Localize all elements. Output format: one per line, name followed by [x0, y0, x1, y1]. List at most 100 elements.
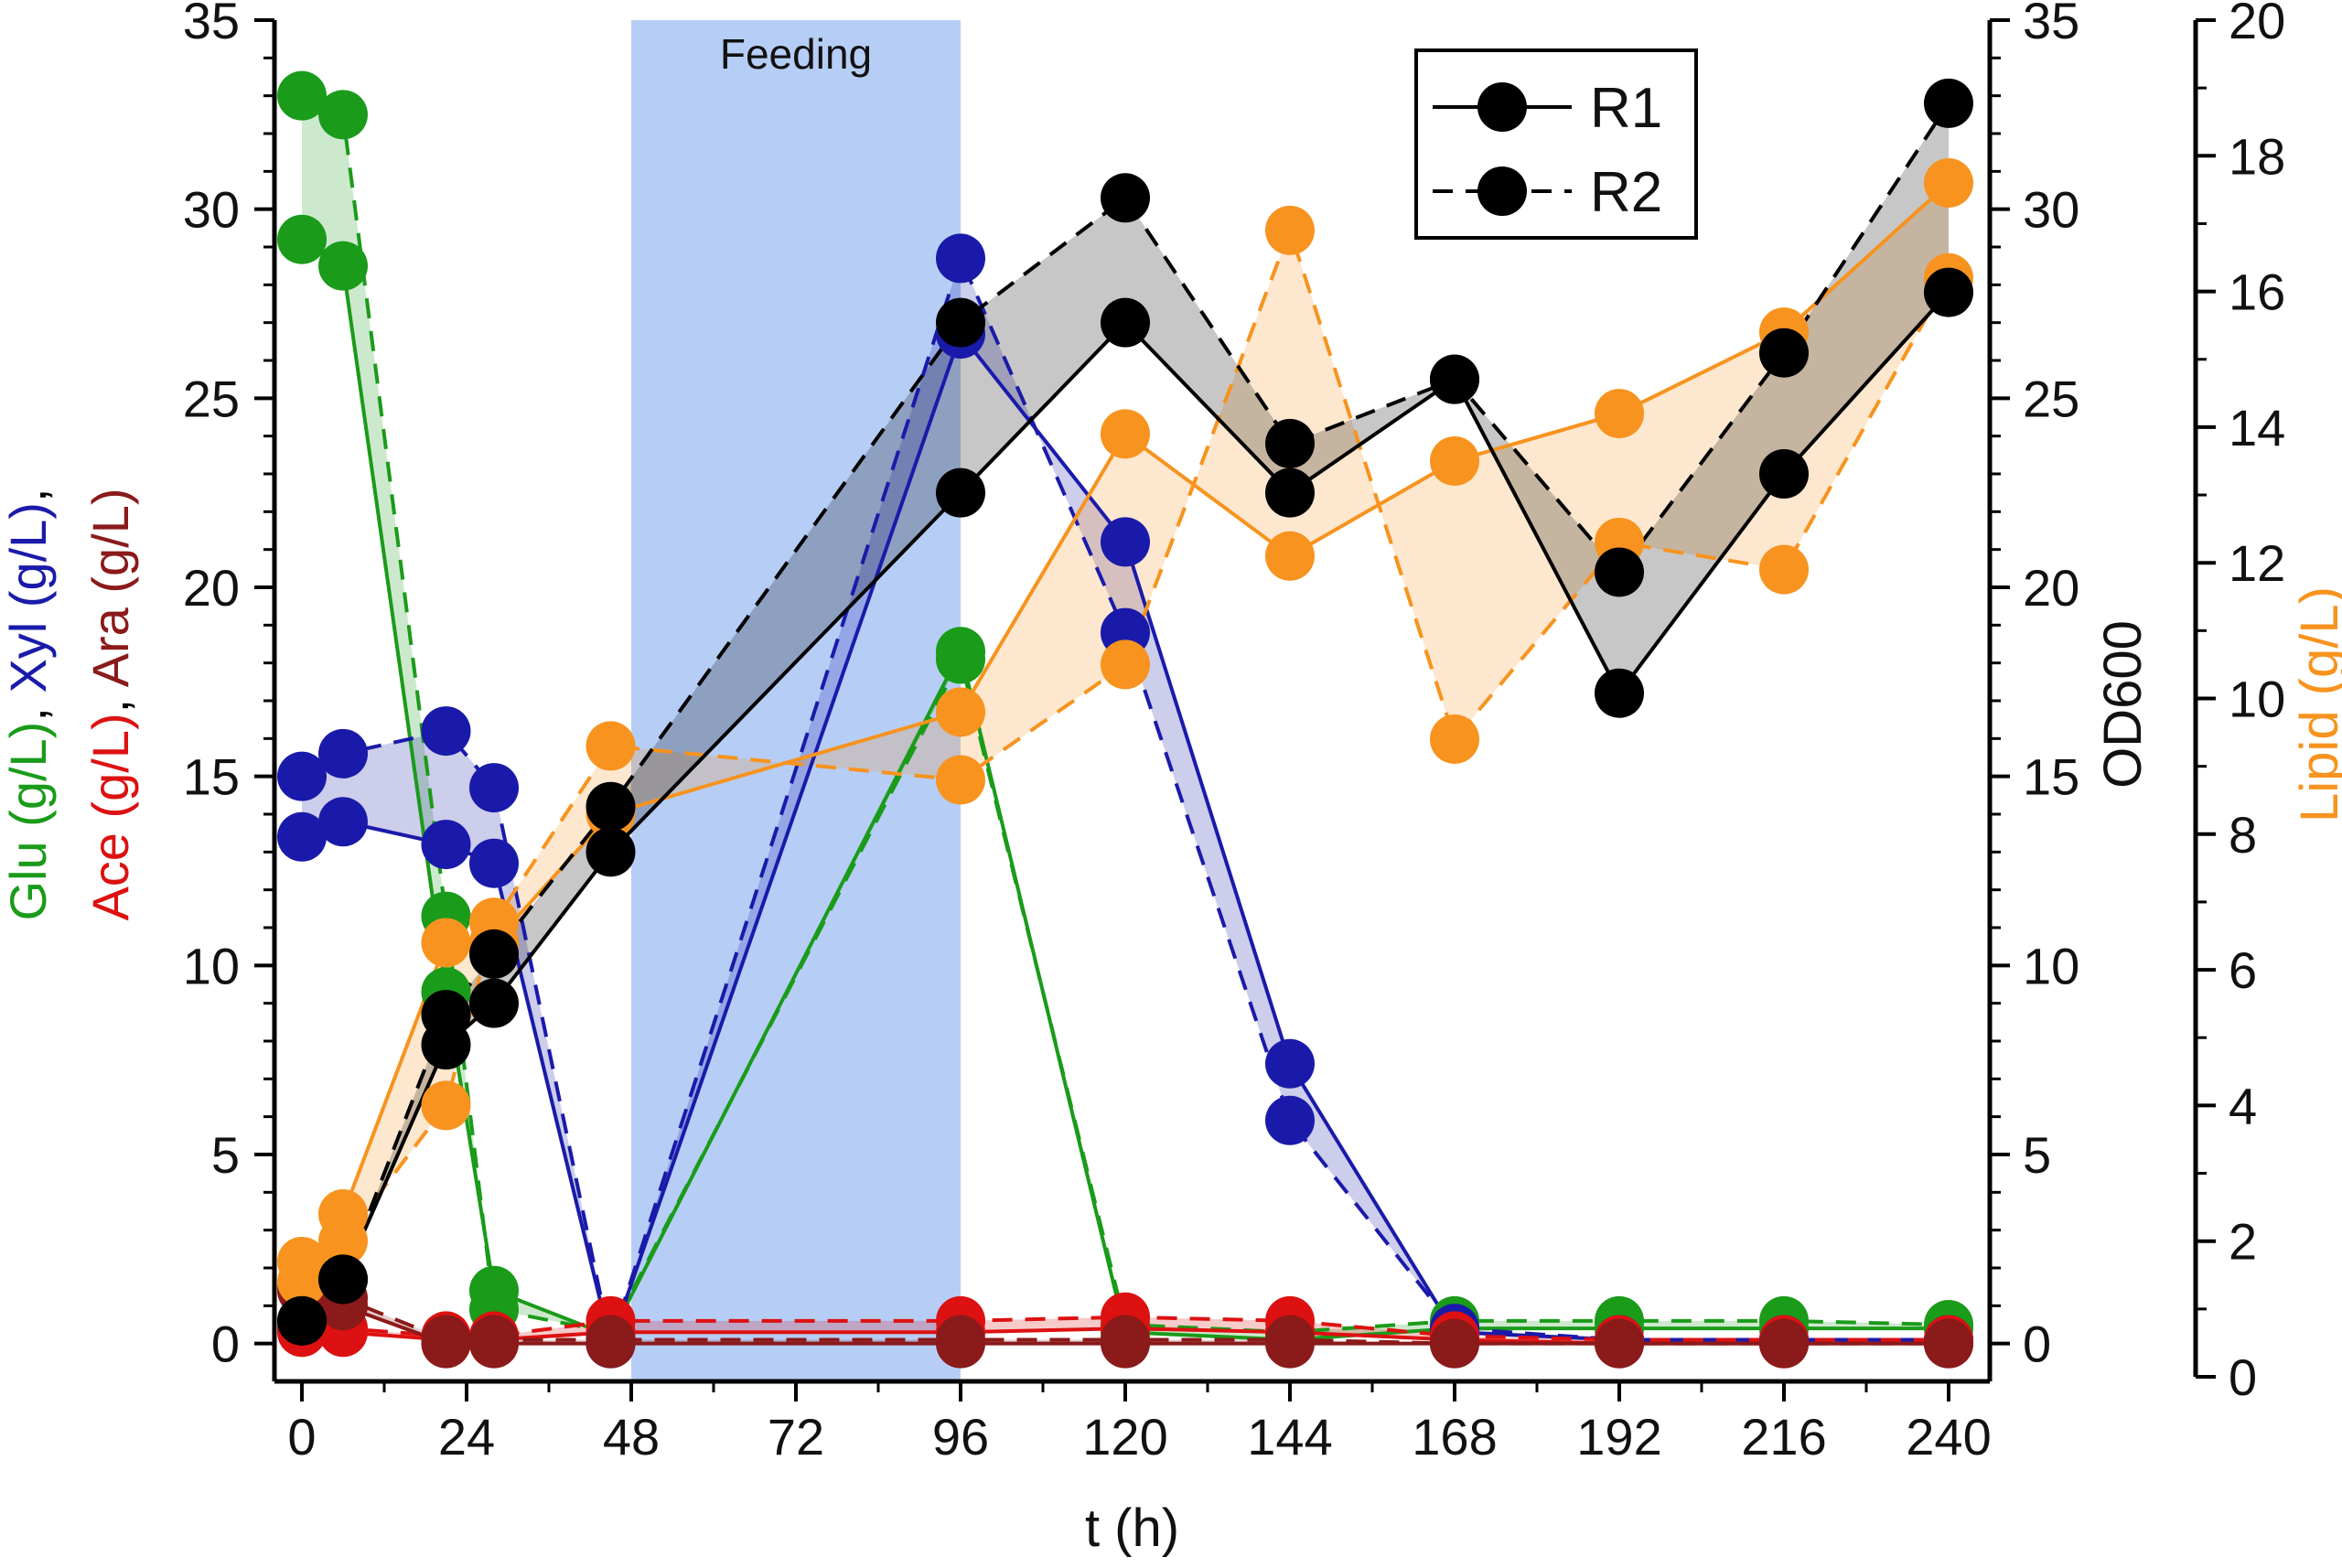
- axes-group: 0 24 48 72 96 120 144 168 192 216 2400510152025303…: [183, 0, 2286, 1466]
- arabinose-r2-point: [1759, 1318, 1809, 1369]
- od600-r1-line: [300, 291, 1950, 1323]
- x-tick-label: 96: [932, 1408, 989, 1466]
- lipid-tick-label: 4: [2229, 1077, 2257, 1134]
- x-tick-label: 144: [1247, 1408, 1332, 1466]
- lipid-tick-label: 2: [2229, 1213, 2257, 1271]
- od-axis-title: OD600: [2093, 620, 2153, 789]
- lipid-r1-point: [1430, 435, 1479, 486]
- arabinose-r2-point: [586, 1315, 636, 1365]
- od600-r1-point: [1265, 467, 1315, 518]
- xylose-r2-point: [318, 728, 368, 779]
- x-tick-label: 168: [1412, 1408, 1497, 1466]
- od600-r2-point: [1101, 173, 1150, 223]
- od600-r1-point: [1924, 267, 1973, 317]
- lipid-band: [302, 182, 1949, 1283]
- lipid-r2-line: [301, 224, 1950, 1263]
- od600-r1-point: [936, 467, 985, 518]
- x-tick-label: 240: [1906, 1408, 1991, 1466]
- x-tick-label: 0: [287, 1408, 316, 1466]
- xylose-r2-point: [277, 751, 327, 801]
- lipid-r1-point: [936, 687, 985, 737]
- left-tick-label: 5: [211, 1126, 240, 1184]
- legend-label-r2: R2: [1590, 161, 1662, 224]
- left-tick-label: 30: [183, 181, 240, 239]
- od-tick-label: 35: [2023, 0, 2079, 49]
- legend-marker-r1: [1477, 82, 1527, 132]
- left-axis-title-line1-part: Glu (g/L): [0, 722, 57, 921]
- glucose-r1-point: [277, 214, 327, 264]
- lipid-r2-point: [1430, 714, 1479, 764]
- lipid-r2-point: [936, 755, 985, 805]
- od600-band: [302, 102, 1949, 1321]
- lipid-tick-label: 6: [2229, 941, 2257, 999]
- lipid-tick-label: 16: [2229, 263, 2285, 321]
- x-tick-label: 216: [1741, 1408, 1826, 1466]
- xylose-r2-point: [936, 233, 985, 284]
- lipid-r1-line: [300, 181, 1950, 1283]
- arabinose-r2-point: [421, 1315, 471, 1365]
- od600-r1-point: [1101, 297, 1150, 348]
- series-points: [277, 70, 1973, 1369]
- lipid-tick-label: 10: [2229, 671, 2285, 728]
- lipid-r1-point: [1265, 531, 1315, 581]
- od-tick-label: 30: [2023, 181, 2079, 239]
- lipid-r2-point: [586, 721, 636, 771]
- lipid-r2-point: [1101, 639, 1150, 690]
- lipid-r2-point: [421, 1080, 471, 1131]
- od600-r2-point: [1595, 547, 1644, 597]
- od600-r1-point: [469, 978, 519, 1028]
- left-tick-label: 25: [183, 370, 240, 427]
- xylose-r1-point: [1101, 517, 1150, 567]
- left-tick-label: 35: [183, 0, 240, 49]
- xylose-r2-point: [421, 706, 471, 757]
- glucose-r1-line: [300, 238, 1949, 1342]
- xylose-r1-point: [277, 811, 327, 862]
- x-tick-label: 48: [603, 1408, 660, 1466]
- series-fills: [302, 95, 1949, 1344]
- xylose-r1-point: [1265, 1038, 1315, 1089]
- od600-r1-point: [586, 827, 636, 877]
- xylose-r1-point: [318, 797, 368, 847]
- acetate-band: [302, 1316, 1949, 1344]
- feeding-label: Feeding: [720, 30, 872, 78]
- left-axis-title-line1-part: ,: [0, 693, 57, 722]
- od-tick-label: 0: [2023, 1316, 2051, 1373]
- od600-r2-point: [1430, 354, 1479, 404]
- left-tick-label: 20: [183, 559, 240, 617]
- arabinose-r2-point: [1265, 1315, 1315, 1365]
- lipid-tick-label: 18: [2229, 127, 2285, 185]
- left-tick-label: 15: [183, 748, 240, 806]
- lipid-tick-label: 8: [2229, 806, 2257, 864]
- left-axis-title-line1-part: Xyl (g/L): [0, 502, 57, 693]
- od600-r1-point: [1595, 668, 1644, 718]
- lipid-r2-point: [277, 1236, 327, 1286]
- od600-r2-point: [469, 929, 519, 979]
- feeding-band: [631, 20, 961, 1381]
- arabinose-r2-point: [469, 1315, 519, 1365]
- lipid-r2-point: [1265, 205, 1315, 255]
- arabinose-r2-point: [1595, 1318, 1644, 1369]
- lipid-r2-point: [1759, 544, 1809, 595]
- x-axis-title: t (h): [1085, 1498, 1179, 1558]
- legend-marker-r2: [1477, 166, 1527, 216]
- arabinose-r2-point: [1430, 1318, 1479, 1369]
- od600-r2-point: [1265, 418, 1315, 468]
- xylose-r2-point: [1265, 1095, 1315, 1145]
- od600-r2-point: [936, 297, 985, 348]
- left-axis-title-line1: Glu (g/L), Xyl (g/L),: [0, 488, 57, 920]
- od-tick-label: 15: [2023, 748, 2079, 806]
- od600-r2-line: [300, 102, 1950, 1323]
- od600-r2-point: [318, 1254, 368, 1305]
- od600-r2-point: [421, 990, 471, 1040]
- acetate-r2-line: [302, 1315, 1949, 1342]
- x-tick-label: 24: [438, 1408, 495, 1466]
- arabinose-r2-point: [1101, 1315, 1150, 1365]
- lipid-axis-title: Lipid (g/L): [2290, 586, 2342, 822]
- legend-label-r1: R1: [1590, 77, 1662, 140]
- lipid-tick-label: 14: [2229, 399, 2285, 456]
- od-tick-label: 5: [2023, 1126, 2051, 1184]
- x-tick-label: 120: [1082, 1408, 1167, 1466]
- lipid-tick-label: 12: [2229, 534, 2285, 592]
